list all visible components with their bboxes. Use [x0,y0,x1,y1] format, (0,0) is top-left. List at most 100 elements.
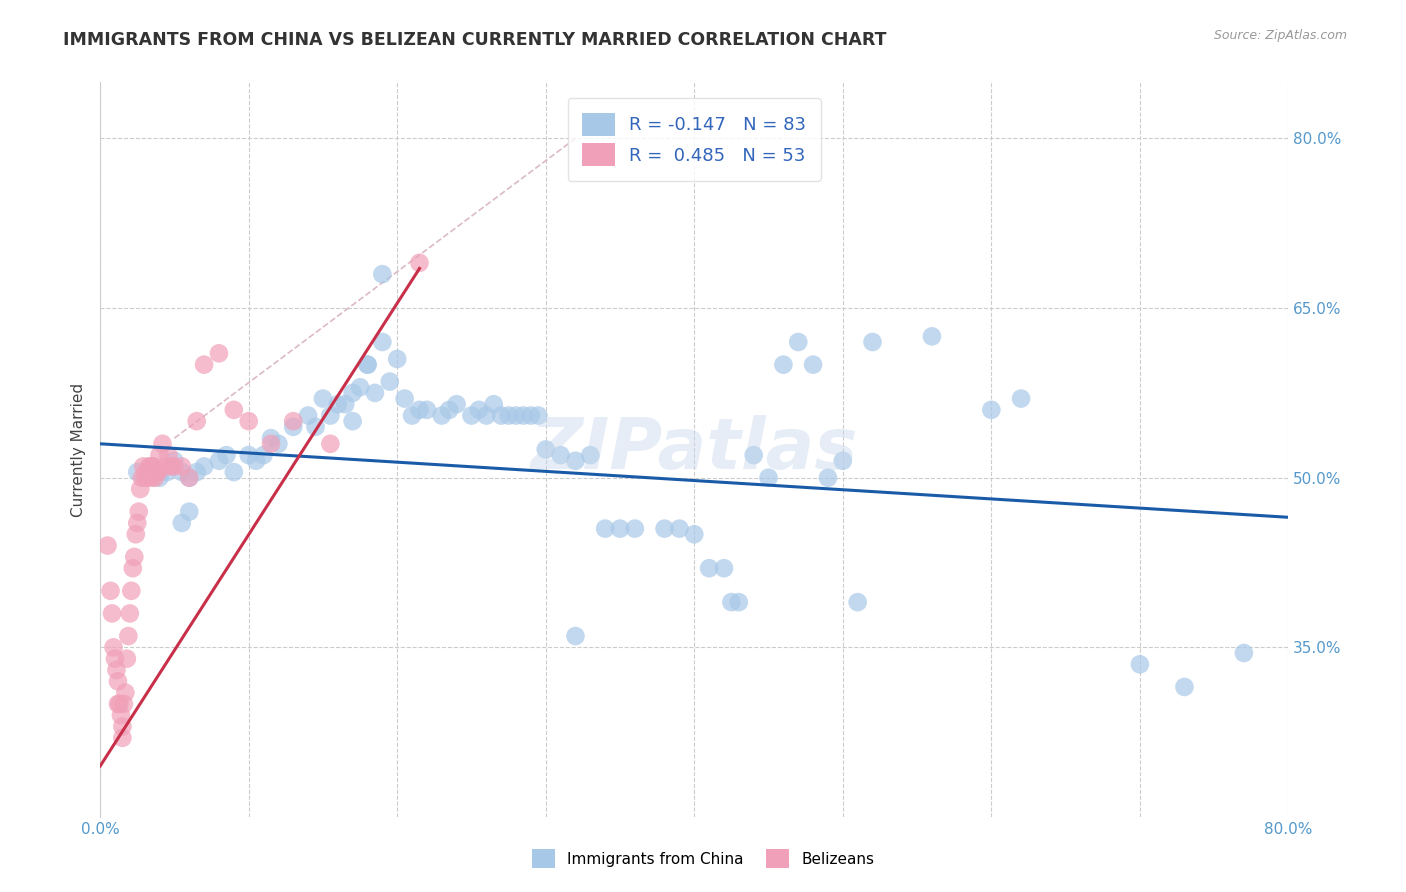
Point [1233,646,1256,660]
Point [142,459,165,474]
Point [141,471,163,485]
Point [163,454,186,468]
Point [135,465,157,479]
Point [371,334,394,349]
Point [115,651,138,665]
Point [527,409,550,423]
Point [758,471,780,485]
Point [186,465,208,479]
Point [110,708,132,723]
Point [170,516,193,530]
Point [179,471,201,485]
Point [138,459,160,474]
Point [111,731,134,745]
Point [356,358,378,372]
Point [160,459,183,474]
Point [378,375,401,389]
Point [208,454,231,468]
Point [564,629,586,643]
Point [143,471,166,485]
Point [139,459,162,474]
Point [624,522,647,536]
Point [408,256,430,270]
Point [921,329,943,343]
Point [132,459,155,474]
Point [125,527,148,541]
Point [720,595,742,609]
Point [267,437,290,451]
Point [408,402,430,417]
Point [342,385,364,400]
Point [148,471,170,485]
Point [831,454,853,468]
Point [163,459,186,474]
Point [482,397,505,411]
Point [193,358,215,372]
Point [117,629,139,643]
Point [980,402,1002,417]
Point [319,409,342,423]
Point [179,505,201,519]
Point [668,522,690,536]
Point [319,437,342,451]
Point [742,448,765,462]
Point [215,448,238,462]
Point [222,402,245,417]
Point [430,409,453,423]
Point [146,465,169,479]
Point [186,414,208,428]
Point [193,459,215,474]
Point [129,482,152,496]
Point [387,351,409,366]
Point [245,454,267,468]
Point [105,663,128,677]
Point [297,409,319,423]
Point [170,459,193,474]
Point [104,651,127,665]
Point [475,409,498,423]
Point [107,674,129,689]
Point [283,414,305,428]
Point [1173,680,1195,694]
Point [208,346,231,360]
Point [713,561,735,575]
Point [862,334,884,349]
Point [489,409,512,423]
Point [141,459,163,474]
Point [107,697,129,711]
Point [520,409,543,423]
Point [124,549,146,564]
Point [1129,657,1152,672]
Point [579,448,602,462]
Point [801,358,824,372]
Point [112,697,135,711]
Point [394,392,416,406]
Point [114,685,136,699]
Point [152,437,174,451]
Point [134,471,156,485]
Point [683,527,706,541]
Point [550,448,572,462]
Point [326,397,349,411]
Point [118,607,141,621]
Point [260,437,283,451]
Point [772,358,794,372]
Point [512,409,534,423]
Legend: Immigrants from China, Belizeans: Immigrants from China, Belizeans [524,841,882,875]
Point [416,402,439,417]
Point [111,719,134,733]
Point [96,539,118,553]
Point [127,516,149,530]
Point [283,420,305,434]
Point [654,522,676,536]
Point [446,397,468,411]
Point [156,465,179,479]
Point [401,409,423,423]
Y-axis label: Currently Married: Currently Married [72,383,86,516]
Point [498,409,520,423]
Point [238,448,260,462]
Point [697,561,720,575]
Point [128,505,150,519]
Point [564,454,586,468]
Point [534,442,557,457]
